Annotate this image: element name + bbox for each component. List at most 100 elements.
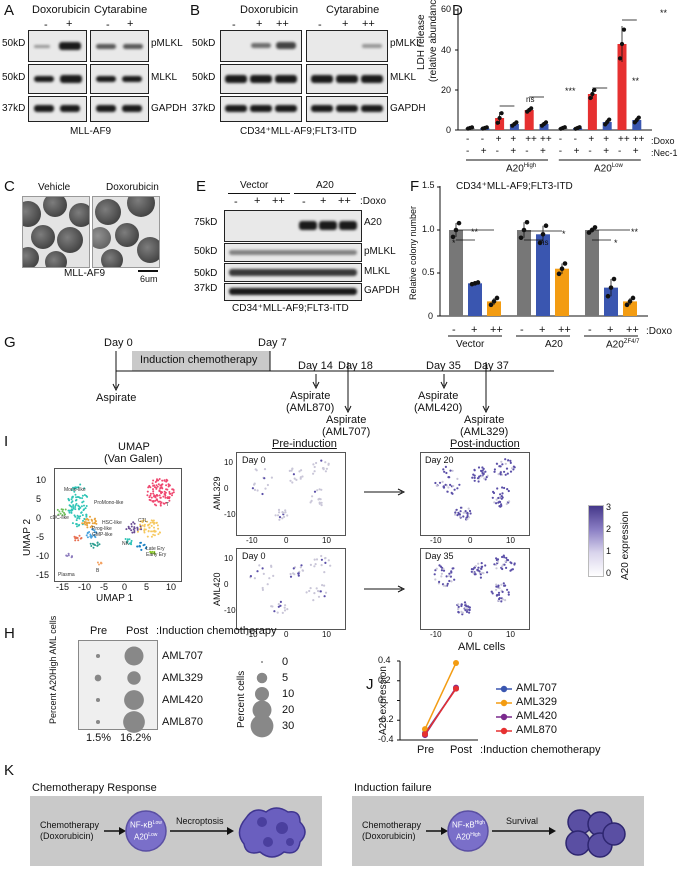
- umap-point: [256, 489, 259, 492]
- umap-point: [152, 530, 154, 533]
- umap-point: [512, 465, 516, 468]
- umap-point: [493, 563, 496, 566]
- umap-point: [446, 582, 449, 585]
- umap-point: [308, 589, 311, 593]
- induction-bar: [132, 351, 270, 371]
- umap-point: [96, 561, 99, 564]
- umap-point: [159, 502, 162, 505]
- legend-value: 20: [282, 704, 295, 716]
- umap-point: [312, 472, 315, 475]
- micrograph-doxorubicin: [92, 196, 160, 268]
- nec-sign: +: [510, 146, 517, 157]
- umap-point: [495, 498, 498, 501]
- umap-point: [172, 489, 175, 491]
- umap-point: [126, 539, 129, 542]
- umap-point: [84, 518, 87, 521]
- umap-point: [152, 500, 155, 502]
- umap-point: [473, 479, 476, 482]
- panel-label-e: E: [196, 178, 207, 195]
- row-label: A20: [364, 217, 382, 228]
- data-point: [619, 41, 625, 47]
- row-label: pMLKL: [151, 38, 183, 49]
- umap-point: [279, 604, 282, 607]
- umap-point: [452, 484, 455, 488]
- umap-point: [155, 498, 158, 501]
- umap-point: [442, 485, 445, 488]
- umap-point: [500, 504, 503, 507]
- panel-label-b: B: [190, 2, 201, 19]
- umap-point: [157, 479, 160, 482]
- umap-point: [325, 467, 328, 470]
- umap-point: [446, 490, 449, 493]
- umap-point: [263, 477, 266, 480]
- umap-point: [508, 500, 511, 503]
- umap-point: [472, 568, 475, 571]
- y-tick: -10: [36, 551, 50, 561]
- umap-point: [146, 535, 149, 538]
- umap-point: [495, 558, 498, 562]
- doxo-sign: +: [607, 324, 614, 336]
- data-point: [577, 125, 582, 130]
- umap-point: [442, 569, 446, 572]
- legend-marker: [500, 699, 508, 707]
- data-point: [627, 299, 633, 304]
- data-point: [621, 27, 627, 32]
- significance: ns: [526, 95, 535, 104]
- umap-point: [504, 473, 507, 476]
- umap-point: [149, 521, 152, 524]
- umap-point: [59, 512, 62, 515]
- doxo-sign: +: [603, 134, 610, 145]
- image-label: Vehicle: [38, 182, 71, 193]
- umap-point: [61, 514, 64, 517]
- umap-point: [132, 528, 135, 531]
- umap-point: [153, 484, 156, 487]
- umap-point: [67, 497, 70, 500]
- umap-point: [327, 559, 330, 562]
- umap-point: [480, 567, 483, 570]
- umap-point: [93, 529, 96, 532]
- umap-point: [256, 570, 259, 573]
- umap-point: [286, 608, 289, 611]
- doxo-sign: -: [520, 324, 524, 336]
- image-footer: MLL-AF9: [64, 268, 106, 279]
- umap-point: [153, 526, 155, 529]
- bar: [468, 283, 482, 316]
- umap-point: [258, 564, 261, 567]
- sign: +: [254, 195, 261, 207]
- post-percent: 16.2%: [120, 732, 152, 744]
- umap-point: [482, 467, 485, 470]
- y-tick: -10: [224, 510, 236, 519]
- umap-point: [496, 487, 499, 490]
- umap-point: [509, 561, 512, 564]
- x-tick: Pre: [417, 744, 435, 756]
- umap-point: [491, 496, 494, 499]
- umap-point: [79, 506, 82, 509]
- x-tick: 10: [322, 630, 331, 639]
- umap-point: [91, 525, 94, 528]
- umap-point: [462, 511, 465, 514]
- umap-point: [444, 584, 447, 588]
- x-tick: 10: [506, 536, 515, 545]
- umap-point: [148, 498, 151, 501]
- data-point: [624, 302, 630, 308]
- bar: [449, 230, 463, 316]
- significance: *: [614, 238, 618, 248]
- data-point: [456, 220, 462, 226]
- blot-strip: [28, 64, 87, 94]
- umap-point: [500, 583, 503, 586]
- umap-point: [71, 555, 73, 558]
- umap-point: [510, 467, 514, 470]
- umap-point: [130, 523, 133, 525]
- doxo-sign: ++: [618, 134, 630, 145]
- sample-label: (AML329): [460, 426, 509, 438]
- umap-point: [500, 460, 503, 463]
- data-point: [484, 125, 489, 130]
- umap-point: [81, 522, 84, 525]
- umap-point: [513, 562, 516, 565]
- umap-point: [71, 489, 73, 491]
- umap-point: [76, 517, 79, 520]
- umap-point: [153, 503, 156, 506]
- dot-post: [124, 690, 144, 710]
- umap-point: [148, 526, 151, 529]
